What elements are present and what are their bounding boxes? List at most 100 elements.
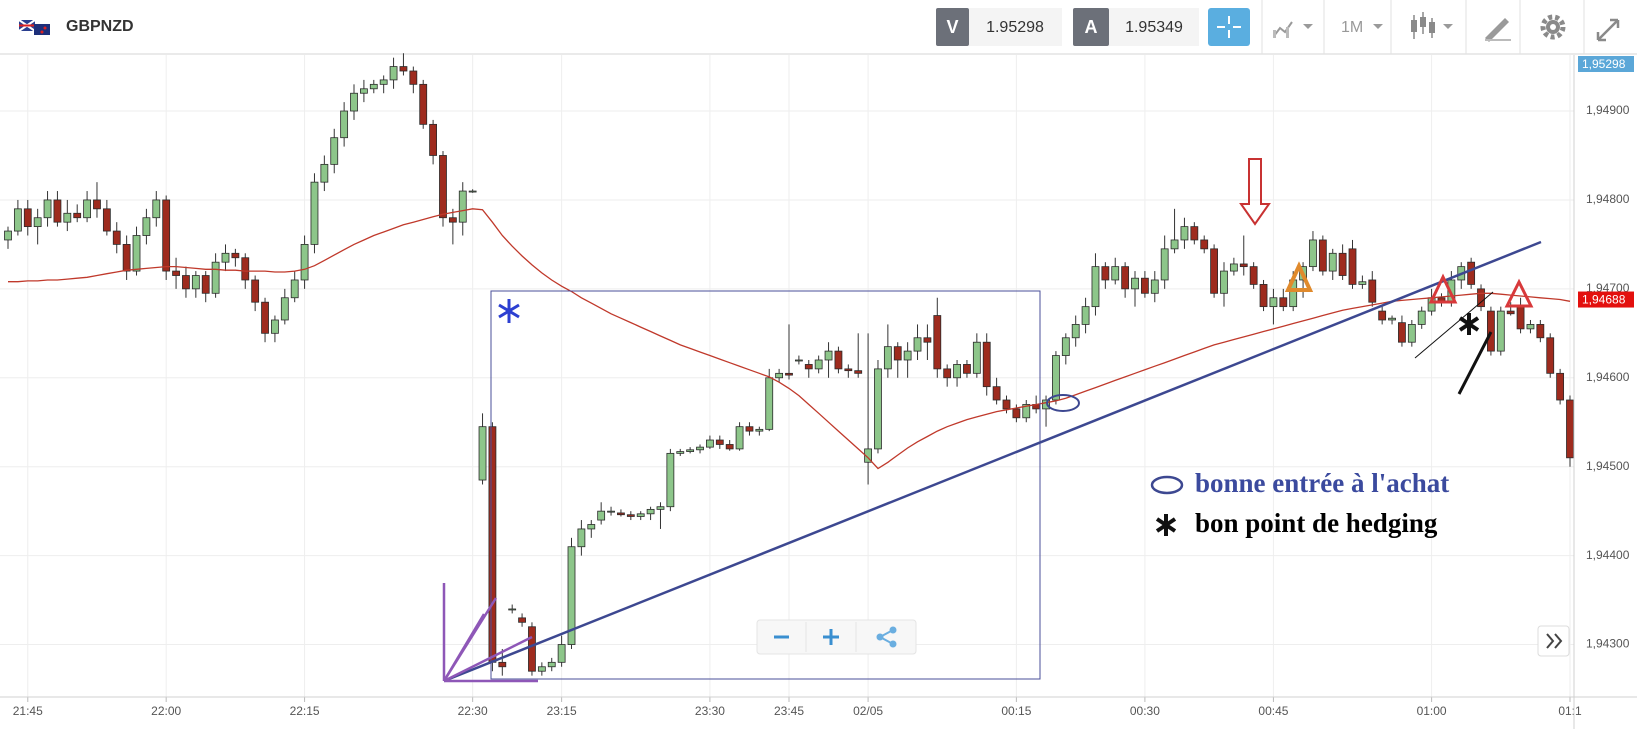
x-tick-label: 22:00 xyxy=(151,704,181,718)
candle-body xyxy=(735,426,744,450)
candle-body xyxy=(1526,324,1535,330)
candle-body xyxy=(725,444,734,450)
candle-body xyxy=(1566,399,1574,459)
x-tick-label: 01:00 xyxy=(1417,704,1447,718)
candle-body xyxy=(745,426,754,432)
candle-body xyxy=(1180,226,1189,241)
candle-body xyxy=(1160,248,1169,281)
candle-body xyxy=(429,123,438,156)
candle-body xyxy=(1388,317,1396,321)
candle-body xyxy=(1190,226,1199,241)
candle-body xyxy=(63,212,72,223)
candle-body xyxy=(1506,310,1515,315)
expand-button[interactable] xyxy=(1596,18,1620,42)
price-tag xyxy=(1578,56,1634,72)
axes: 1,943001,944001,945001,946001,947001,948… xyxy=(0,55,1637,729)
candle-body xyxy=(587,524,596,530)
orange-triangle xyxy=(1284,261,1314,292)
candle-body xyxy=(102,208,111,232)
candle-body xyxy=(1220,270,1228,294)
legend-asterisk xyxy=(1155,514,1177,536)
price-tag xyxy=(1578,291,1634,308)
candle-body xyxy=(241,257,250,281)
x-tick-label: 23:45 xyxy=(774,704,804,718)
candle-body xyxy=(1398,322,1406,343)
candle-body xyxy=(379,79,388,85)
candle-body xyxy=(903,350,912,361)
candle-body xyxy=(785,372,793,376)
candle-body xyxy=(1487,310,1495,352)
candle-body xyxy=(439,155,447,219)
candle-body xyxy=(191,275,200,290)
candle-body xyxy=(1407,324,1416,343)
candle-body xyxy=(666,452,675,508)
candle-body xyxy=(636,513,645,517)
candle-body xyxy=(528,626,536,672)
candle-body xyxy=(1368,279,1377,303)
bid-price: 1.95298 xyxy=(986,19,1044,36)
candle-body xyxy=(686,449,695,452)
ask-box xyxy=(1109,8,1199,46)
scroll-end-button[interactable] xyxy=(1537,625,1570,657)
candle-body xyxy=(1477,288,1485,308)
ask-label: A xyxy=(1085,17,1098,37)
candle-body xyxy=(1229,263,1238,272)
candle-body xyxy=(1467,261,1476,285)
price-tag-label: 1,94688 xyxy=(1582,293,1626,307)
candle-body xyxy=(874,368,882,450)
candle-style-button[interactable] xyxy=(1411,12,1453,39)
draw-tool-button[interactable] xyxy=(1485,18,1511,42)
candle-body xyxy=(122,243,131,272)
candle-body xyxy=(923,337,932,343)
candle-body xyxy=(518,617,526,623)
candle-body xyxy=(399,66,408,72)
crosshair-button[interactable] xyxy=(1208,8,1250,46)
candle-body xyxy=(498,661,507,668)
candle-body xyxy=(419,83,428,125)
moving-average-line xyxy=(8,208,1571,470)
candle-body xyxy=(1309,239,1317,268)
x-tick-label: 23:30 xyxy=(695,704,725,718)
grid xyxy=(0,55,1574,697)
candle-body xyxy=(537,666,546,672)
candle-body xyxy=(1042,399,1050,410)
settings-button[interactable] xyxy=(1540,14,1566,40)
candle-body xyxy=(656,506,665,510)
candle-body xyxy=(389,66,398,81)
candle-body xyxy=(201,275,210,294)
timeframe[interactable]: 1M xyxy=(1341,19,1363,36)
candle-body xyxy=(221,252,230,263)
down-arrow xyxy=(1239,158,1271,226)
candle-body xyxy=(557,644,566,663)
chart-type-button[interactable] xyxy=(1273,21,1313,38)
candle-body xyxy=(1101,266,1110,281)
red-triangle xyxy=(1428,273,1458,304)
share-button[interactable] xyxy=(876,626,897,648)
candle-body xyxy=(804,364,813,370)
candle-body xyxy=(982,341,991,388)
candle-body xyxy=(765,377,774,430)
candle-body xyxy=(1378,310,1387,321)
bid-label: V xyxy=(946,17,958,37)
zoom-in[interactable] xyxy=(823,629,839,645)
candle-body xyxy=(142,217,151,236)
candle-body xyxy=(1022,404,1031,419)
candle-body xyxy=(1318,239,1327,272)
candle-body xyxy=(547,661,556,668)
candle-body xyxy=(943,368,952,379)
candle-body xyxy=(478,426,487,481)
candle-body xyxy=(1348,248,1357,285)
candle-body xyxy=(172,270,180,276)
legend-hedging: bon point de hedging xyxy=(1195,508,1438,538)
black-asterisk xyxy=(1458,313,1480,335)
candle-body xyxy=(1358,281,1367,285)
candle-body xyxy=(844,368,853,372)
legend-ellipse xyxy=(1150,475,1184,495)
candle-body xyxy=(1269,297,1278,308)
timeframe-button[interactable]: 1M xyxy=(1341,19,1383,36)
candle-body xyxy=(488,426,497,663)
candle-body xyxy=(448,217,457,223)
legend-entry: bonne entrée à l'achat xyxy=(1195,468,1449,498)
candle-body xyxy=(330,137,339,165)
